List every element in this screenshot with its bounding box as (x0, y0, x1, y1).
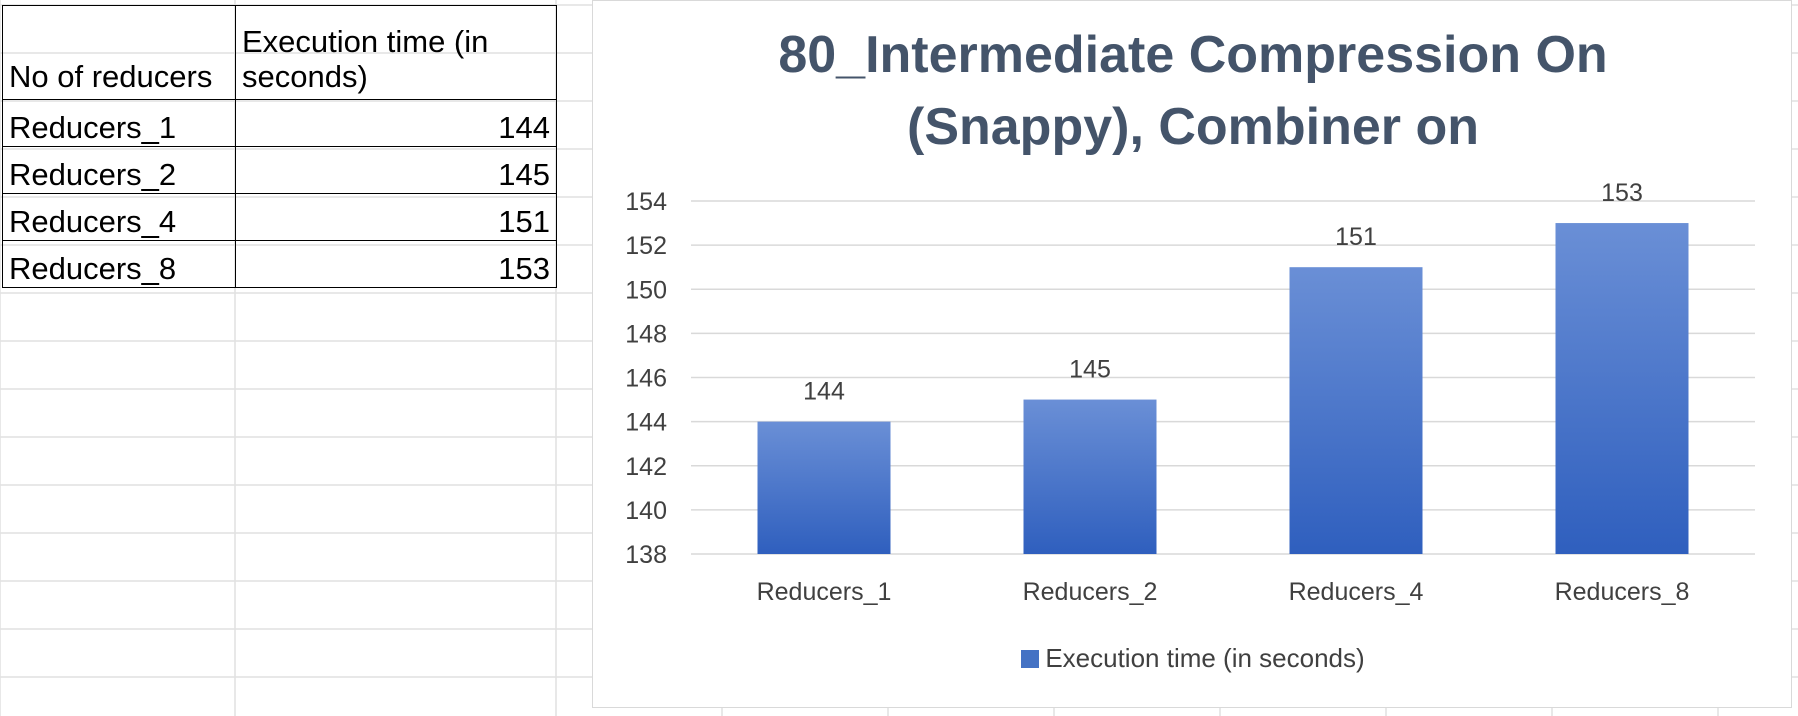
cell-label[interactable]: Reducers_2 (2, 146, 236, 194)
table-row: Reducers_2 145 (2, 146, 557, 194)
table-header-row: No of reducers Execution time (in second… (2, 5, 557, 100)
cell-label[interactable]: Reducers_4 (2, 193, 236, 241)
bar[interactable] (757, 421, 891, 554)
cell-value[interactable]: 151 (235, 193, 557, 241)
table-row: Reducers_4 151 (2, 193, 557, 241)
header-execution-time[interactable]: Execution time (in seconds) (235, 5, 557, 100)
data-label: 145 (1069, 356, 1111, 384)
cell-value[interactable]: 144 (235, 99, 557, 147)
data-label: 144 (803, 378, 845, 406)
cell-value[interactable]: 145 (235, 146, 557, 194)
data-table: No of reducers Execution time (in second… (2, 5, 557, 288)
y-tick-label: 150 (625, 276, 667, 304)
y-tick-label: 152 (625, 232, 667, 260)
y-tick-label: 154 (625, 188, 667, 216)
y-tick-label: 146 (625, 365, 667, 393)
chart-legend[interactable]: Execution time (in seconds) (593, 643, 1793, 674)
y-tick-label: 142 (625, 453, 667, 481)
header-no-of-reducers[interactable]: No of reducers (2, 5, 236, 100)
x-tick-label: Reducers_1 (757, 578, 892, 606)
y-tick-label: 140 (625, 497, 667, 525)
chart-title: 80_Intermediate Compression On (Snappy), … (778, 26, 1608, 156)
legend-swatch (1021, 650, 1040, 668)
chart-panel[interactable]: 80_Intermediate Compression On (Snappy), … (592, 0, 1792, 708)
x-tick-label: Reducers_8 (1555, 578, 1690, 606)
data-label: 153 (1601, 179, 1643, 207)
bar[interactable] (1023, 399, 1157, 554)
y-tick-label: 138 (625, 541, 667, 569)
bar[interactable] (1555, 223, 1689, 554)
legend-label: Execution time (in seconds) (1045, 643, 1365, 673)
table-row: Reducers_8 153 (2, 240, 557, 288)
y-tick-label: 148 (625, 320, 667, 348)
chart-plot: 138 140 142 144 146 148 150 152 154 144 Reducers_1… (625, 179, 1755, 606)
x-tick-label: Reducers_4 (1289, 578, 1424, 606)
data-label: 151 (1335, 223, 1377, 251)
cell-label[interactable]: Reducers_8 (2, 240, 236, 288)
x-tick-label: Reducers_2 (1023, 578, 1158, 606)
table-row: Reducers_1 144 (2, 99, 557, 147)
y-tick-label: 144 (625, 409, 667, 437)
cell-label[interactable]: Reducers_1 (2, 99, 236, 147)
bar[interactable] (1289, 267, 1423, 554)
cell-value[interactable]: 153 (235, 240, 557, 288)
